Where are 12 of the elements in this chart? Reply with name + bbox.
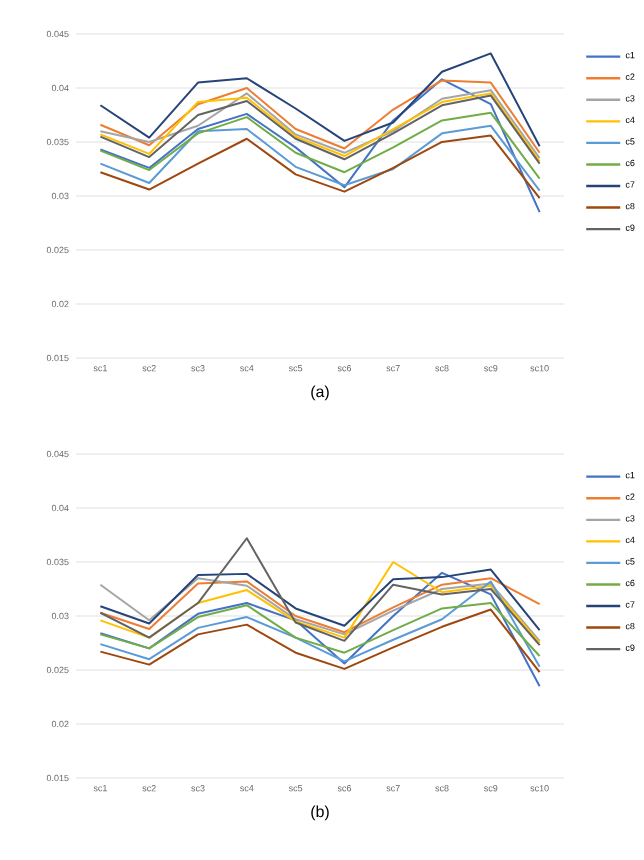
line-series — [99, 124, 541, 192]
line-series — [99, 580, 541, 668]
line-series — [99, 608, 541, 674]
line-series — [99, 52, 541, 148]
line-series — [99, 537, 541, 647]
line-series — [99, 78, 541, 214]
line-series — [99, 111, 541, 180]
line-series — [99, 568, 541, 632]
line-series — [99, 602, 541, 657]
line-series — [99, 134, 541, 200]
line-series — [99, 79, 541, 154]
line-series — [99, 571, 541, 688]
